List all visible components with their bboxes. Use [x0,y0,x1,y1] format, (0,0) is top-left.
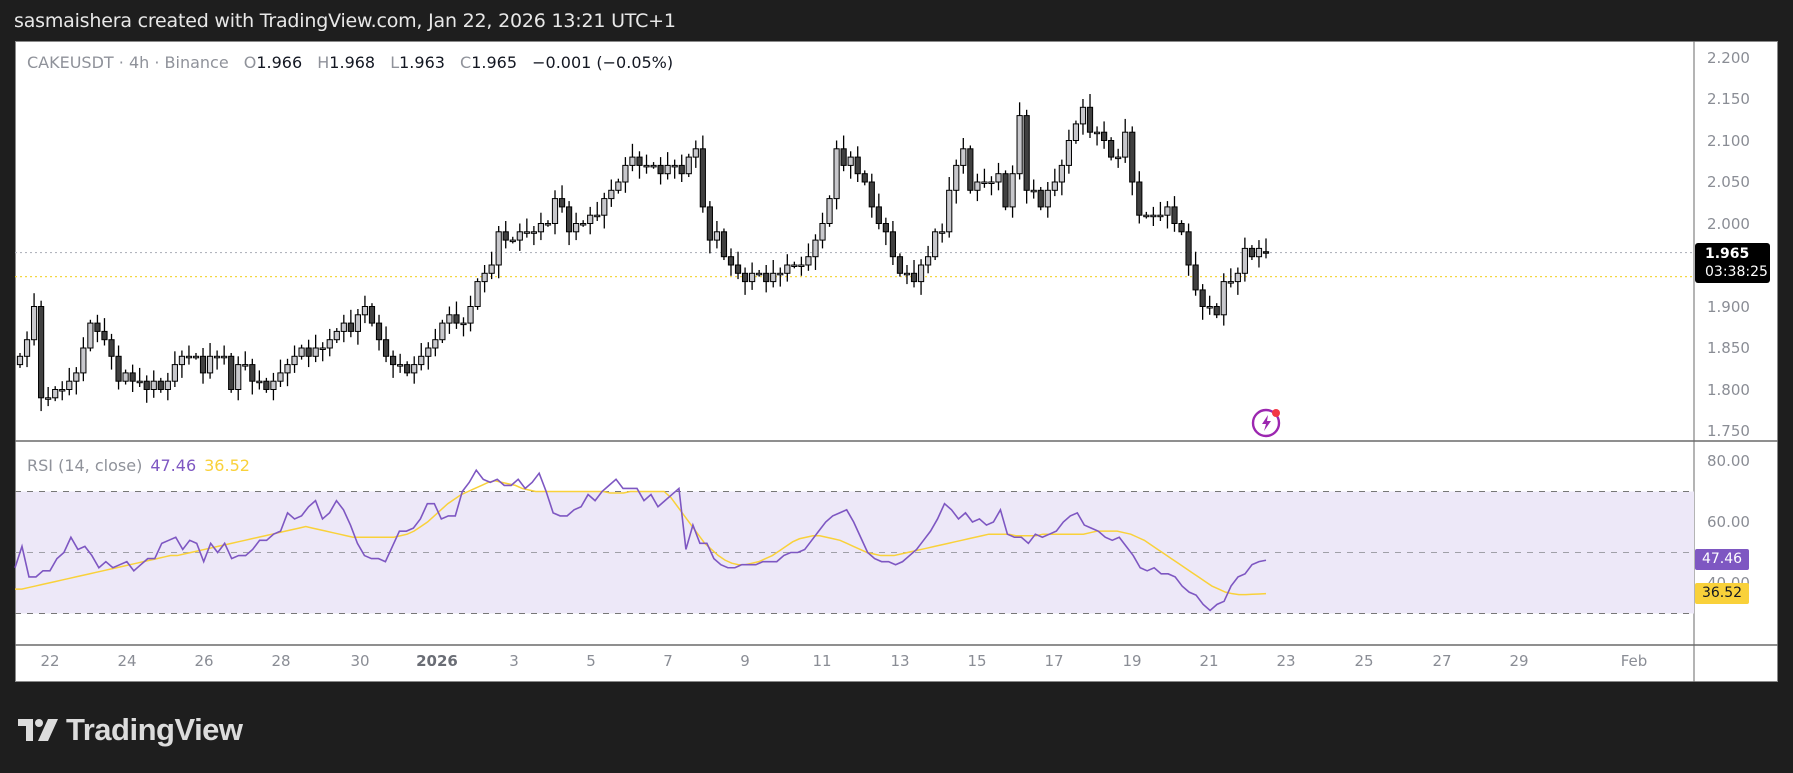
time-tick: 5 [586,652,596,670]
close-label: C [460,53,472,72]
price-tick: 1.900 [1707,297,1750,316]
time-tick: 9 [740,652,750,670]
time-tick: 24 [117,652,137,670]
time-tick: 28 [271,652,291,670]
time-tick: 21 [1199,652,1219,670]
time-tick: 3 [509,652,519,670]
time-tick: 29 [1509,652,1529,670]
brand-name: TradingView [66,712,243,747]
chart-header: sasmaishera created with TradingView.com… [14,10,676,32]
price-tick: 2.050 [1707,173,1750,191]
rsi-legend: RSI (14, close) 47.46 36.52 [27,456,250,475]
open-label: O [243,53,257,72]
lightning-alert-icon[interactable] [1251,406,1283,438]
time-tick: 27 [1432,652,1452,670]
rsi-ma-value: 36.52 [204,456,250,475]
time-tick: 15 [967,652,987,670]
symbol-info[interactable]: CAKEUSDT · 4h · Binance [27,53,229,72]
time-tick: 19 [1122,652,1142,670]
high-value: 1.968 [329,53,376,72]
open-value: 1.966 [256,53,303,72]
low-value: 1.963 [399,53,445,72]
price-tick: 2.200 [1707,48,1750,67]
change-value: −0.001 (−0.05%) [532,53,674,72]
time-tick: 11 [812,652,832,670]
price-tick: 2.000 [1707,214,1750,233]
close-value: 1.965 [471,53,518,72]
price-tick: 1.800 [1707,380,1750,399]
bar-countdown: 03:38:25 [1705,264,1768,280]
rsi-value-tag: 47.46 [1695,549,1749,570]
time-tick: 7 [663,652,673,670]
rsi-label[interactable]: RSI (14, close) [27,456,143,475]
price-tick: 2.150 [1707,90,1750,108]
price-tick: 1.750 [1707,422,1750,440]
price-tick: 2.100 [1707,131,1750,150]
low-label: L [390,53,400,72]
time-tick: 13 [890,652,910,670]
time-tick: 26 [194,652,214,670]
rsi-ma-value-tag: 36.52 [1695,583,1749,604]
time-tick: 22 [40,652,60,670]
rsi-tick: 60.00 [1707,513,1750,531]
time-tick: Feb [1620,652,1648,670]
symbol-legend: CAKEUSDT · 4h · Binance O1.966 H1.968 L1… [27,53,673,72]
time-tick: 25 [1354,652,1374,670]
time-tick: 2026 [416,652,458,670]
price-tick: 1.850 [1707,339,1750,357]
time-tick: 30 [350,652,370,670]
time-tick: 17 [1044,652,1064,670]
tradingview-logo-icon [18,719,58,741]
time-tick: 23 [1276,652,1296,670]
last-price-tag: 1.965 03:38:25 [1695,243,1770,283]
last-price: 1.965 [1705,246,1750,262]
rsi-tick: 80.00 [1707,452,1750,470]
rsi-value: 47.46 [150,456,197,475]
tradingview-logo[interactable]: TradingView [18,712,243,748]
high-label: H [317,53,330,72]
